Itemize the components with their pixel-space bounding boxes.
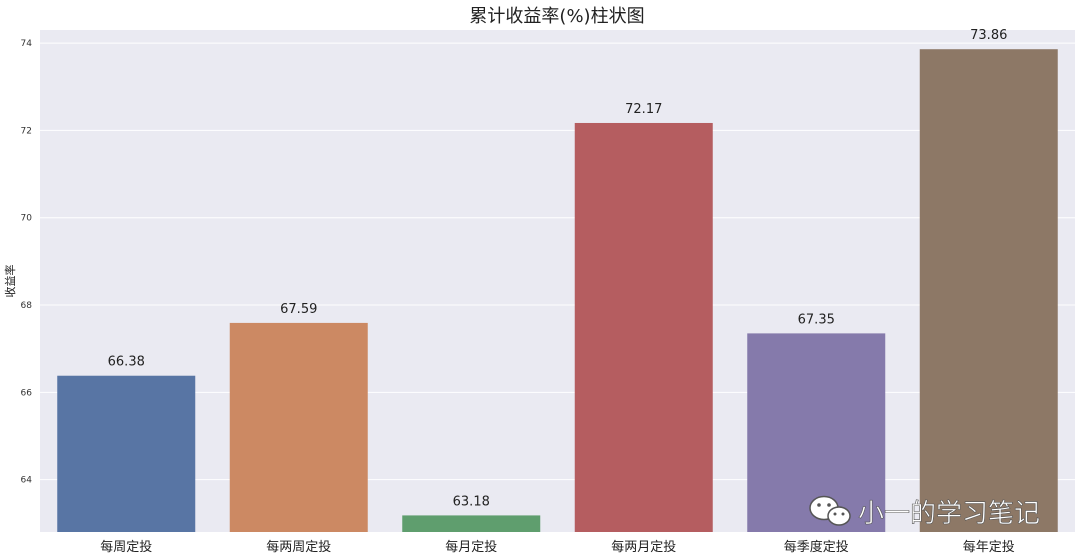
- bar: [919, 49, 1058, 532]
- y-tick-label: 64: [21, 476, 33, 486]
- data-label: 66.38: [108, 355, 145, 370]
- x-tick-label: 每两月定投: [611, 539, 676, 555]
- y-axis-label: 收益率: [3, 265, 17, 298]
- x-tick-label: 每周定投: [100, 539, 152, 555]
- bar: [402, 515, 541, 532]
- bar: [574, 122, 713, 533]
- x-axis-ticks: 每周定投 每两周定投 每月定投 每两月定投 每季度定投 每年定投: [100, 539, 1015, 555]
- wechat-icon: [809, 495, 851, 526]
- watermark: 小一的学习笔记: [809, 495, 1040, 529]
- bar: [57, 375, 196, 532]
- data-label: 72.17: [625, 102, 662, 117]
- data-label: 67.59: [280, 302, 317, 317]
- watermark-text: 小一的学习笔记: [858, 499, 1040, 529]
- x-tick-label: 每两周定投: [266, 539, 331, 555]
- y-tick-label: 68: [21, 301, 33, 311]
- x-tick-label: 每年定投: [963, 539, 1015, 555]
- y-axis-ticks: 64 66 68 70 72 74: [21, 39, 33, 486]
- y-tick-label: 74: [21, 39, 33, 49]
- bar: [229, 322, 368, 532]
- grid-lines: [40, 42, 1075, 481]
- plot-area: [40, 30, 1075, 532]
- chart-title: 累计收益率(%)柱状图: [469, 6, 644, 27]
- bars: [57, 49, 1058, 533]
- data-label: 67.35: [798, 312, 835, 327]
- x-tick-label: 每月定投: [445, 539, 497, 555]
- data-labels: 66.38 67.59 63.18 72.17 67.35 73.86: [108, 28, 1008, 509]
- y-tick-label: 72: [21, 126, 32, 136]
- x-tick-label: 每季度定投: [784, 539, 849, 555]
- data-label: 73.86: [970, 28, 1007, 43]
- y-tick-label: 70: [21, 214, 33, 224]
- y-tick-label: 66: [21, 388, 33, 398]
- data-label: 63.18: [453, 494, 490, 509]
